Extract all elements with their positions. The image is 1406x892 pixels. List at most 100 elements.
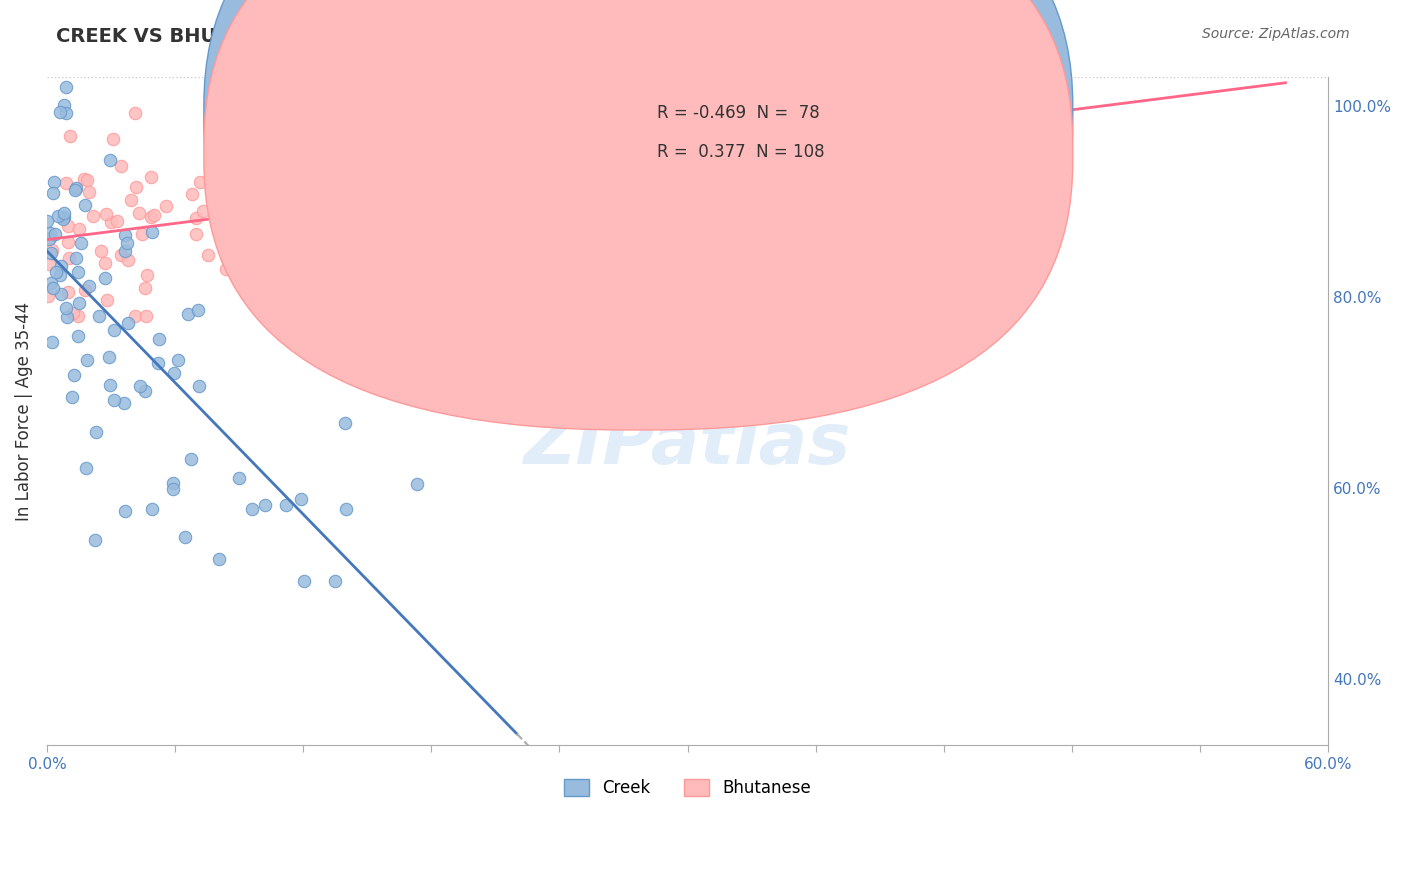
Point [114, 244, 136, 258]
Point [37, 214, 59, 228]
Point [115, 235, 138, 250]
Point [77, 279, 100, 293]
Point [117, 252, 139, 267]
Point [335, 417, 357, 431]
Point [522, 139, 544, 153]
Point [65, 252, 87, 266]
Point [250, 172, 273, 186]
Point [266, 261, 288, 276]
Point [484, 120, 506, 134]
Point [73, 283, 96, 297]
Point [42, 175, 65, 189]
Point [309, 233, 332, 247]
Point [162, 475, 184, 490]
Point [467, 120, 489, 134]
Point [112, 396, 135, 410]
Point [38, 232, 60, 246]
Point [142, 208, 165, 222]
Point [114, 503, 136, 517]
Point [762, 197, 785, 211]
Point [290, 491, 312, 506]
Point [302, 135, 325, 149]
Point [219, 260, 242, 274]
Point [626, 89, 648, 103]
Point [377, 178, 399, 193]
Point [167, 353, 190, 368]
Point [440, 194, 463, 208]
Legend: Creek, Bhutanese: Creek, Bhutanese [557, 772, 818, 804]
Point [184, 211, 207, 225]
Point [69, 236, 91, 251]
Point [174, 530, 197, 544]
Point [45, 265, 67, 279]
Point [93, 255, 115, 269]
Point [290, 169, 312, 184]
Point [257, 199, 280, 213]
Point [562, 89, 585, 103]
Point [37, 289, 59, 303]
Point [49, 105, 72, 120]
Point [136, 268, 159, 282]
Point [67, 295, 90, 310]
Point [55, 301, 77, 315]
Point [125, 180, 148, 194]
Point [375, 164, 398, 178]
Point [56, 310, 79, 325]
Point [84, 533, 107, 548]
Point [312, 235, 335, 250]
Point [287, 228, 309, 243]
Point [38, 227, 60, 241]
Point [638, 91, 661, 105]
Point [484, 129, 506, 144]
Point [529, 89, 551, 103]
Point [67, 221, 90, 235]
Point [558, 180, 581, 194]
Point [744, 177, 766, 191]
Point [359, 203, 381, 218]
Point [86, 425, 108, 439]
Point [163, 366, 186, 380]
Point [90, 244, 112, 259]
Point [623, 133, 645, 147]
Point [134, 384, 156, 398]
Point [148, 332, 170, 346]
Point [443, 171, 465, 186]
Point [141, 211, 163, 225]
Point [374, 135, 396, 149]
Point [177, 307, 200, 321]
Point [208, 173, 231, 187]
Point [191, 204, 214, 219]
Point [55, 80, 77, 95]
Point [98, 378, 121, 392]
Point [131, 227, 153, 241]
Point [59, 128, 82, 143]
Point [94, 207, 117, 221]
Point [77, 185, 100, 199]
Point [329, 159, 352, 173]
Point [446, 216, 468, 230]
Point [110, 160, 132, 174]
Point [522, 218, 544, 232]
Point [510, 109, 533, 123]
Point [187, 302, 209, 317]
Point [217, 252, 239, 266]
Point [114, 227, 136, 242]
Point [287, 149, 309, 163]
Point [128, 206, 150, 220]
Point [53, 206, 76, 220]
Point [62, 306, 84, 320]
Point [228, 471, 250, 485]
Y-axis label: In Labor Force | Age 35-44: In Labor Force | Age 35-44 [15, 301, 32, 521]
Point [184, 227, 207, 242]
Point [63, 368, 86, 383]
Point [155, 199, 177, 213]
Point [180, 451, 202, 466]
Point [294, 213, 316, 227]
Point [38, 257, 60, 271]
Point [260, 211, 283, 226]
Point [41, 334, 63, 349]
Point [148, 356, 170, 370]
Point [67, 309, 90, 323]
Text: CREEK VS BHUTANESE IN LABOR FORCE | AGE 35-44 CORRELATION CHART: CREEK VS BHUTANESE IN LABOR FORCE | AGE … [56, 27, 865, 46]
Point [105, 213, 128, 227]
